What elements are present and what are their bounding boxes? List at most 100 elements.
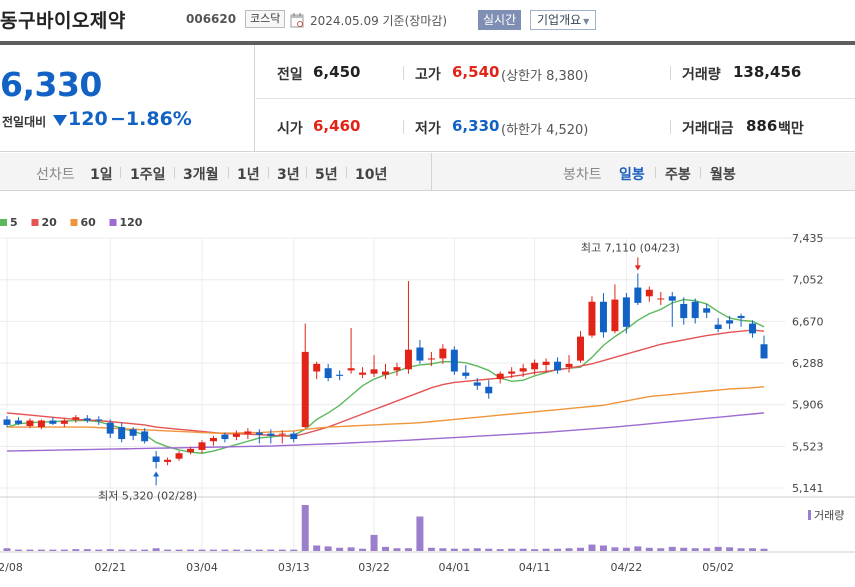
- tab-divider: [268, 167, 269, 178]
- volume-bar: [439, 548, 447, 551]
- chart-tab-bar: 선차트 1일 1주일 3개월 1년 3년 5년 10년 봉차트 일봉 주봉 월봉: [0, 153, 855, 191]
- tab-5y[interactable]: 5년: [315, 167, 338, 183]
- candle-body: [370, 369, 378, 374]
- date-tick-label: 03/13: [278, 561, 310, 574]
- candle-body: [60, 420, 68, 424]
- date-tick-label: 03/04: [186, 561, 218, 574]
- candle-body: [49, 420, 57, 424]
- volume-bar: [49, 549, 57, 551]
- volume-bar: [209, 549, 217, 551]
- tab-divider: [228, 167, 229, 178]
- candle-body: [565, 363, 573, 368]
- summary-separator: [670, 66, 671, 80]
- candle-body: [427, 358, 435, 360]
- volume-bar: [382, 546, 390, 551]
- candle-body: [26, 420, 34, 426]
- volume-bar: [726, 547, 734, 551]
- volume-bar: [187, 549, 195, 551]
- volume-bar: [519, 548, 527, 551]
- candle-body: [209, 437, 217, 442]
- tab-weekly[interactable]: 주봉: [665, 167, 691, 183]
- company-overview-dropdown[interactable]: 기업개요 ▼: [530, 10, 597, 30]
- prev-close-label: 전일: [277, 67, 303, 83]
- volume-bar: [152, 548, 160, 551]
- price-tick-label: 6,288: [792, 357, 824, 370]
- stock-header: 동구바이오제약 006620 코스닥 2024.05.09 기준(장마감) 실시…: [0, 0, 855, 45]
- candle-body: [152, 456, 160, 462]
- candle-body: [313, 363, 321, 372]
- candle-body: [393, 367, 401, 371]
- candle-body: [14, 420, 22, 424]
- current-price-box: 6,330 전일대비 120 −1.86%: [0, 45, 255, 152]
- volume-bar: [72, 549, 80, 551]
- trade-value-unit: 백만: [778, 121, 804, 137]
- current-price: 6,330: [0, 65, 102, 104]
- volume-value: 138,456: [733, 63, 802, 81]
- volume-bar: [244, 549, 252, 551]
- summary-separator: [403, 120, 404, 134]
- date-axis: 02/08 02/21 03/04 03/13 03/22 04/01 04/11 04/22…: [0, 561, 734, 574]
- volume-bars: 거래량: [3, 505, 844, 551]
- tab-monthly[interactable]: 월봉: [710, 167, 736, 183]
- tab-divider: [120, 167, 121, 178]
- tab-10y[interactable]: 10년: [355, 167, 388, 183]
- candle-body: [301, 351, 309, 428]
- company-overview-label: 기업개요: [537, 13, 582, 27]
- tab-1d[interactable]: 1일: [90, 167, 113, 183]
- candle-body: [462, 372, 470, 376]
- volume-bar: [290, 549, 298, 551]
- volume-bar: [749, 548, 757, 551]
- volume-bar: [703, 548, 711, 551]
- volume-bar: [496, 549, 504, 551]
- low-label: 저가: [415, 121, 441, 137]
- open-value: 6,460: [313, 117, 361, 135]
- high-value: 6,540: [452, 63, 500, 81]
- tab-1w[interactable]: 1주일: [130, 167, 166, 183]
- realtime-button[interactable]: 실시간: [478, 10, 522, 30]
- date-tick-label: 02/08: [0, 561, 23, 574]
- candle-body: [554, 361, 562, 371]
- tab-1y[interactable]: 1년: [237, 167, 260, 183]
- volume-bar: [588, 544, 596, 551]
- stock-code: 006620: [186, 12, 237, 26]
- change-label: 전일대비: [2, 115, 47, 129]
- candle-body: [439, 348, 447, 359]
- line-chart-label: 선차트: [36, 167, 75, 183]
- candle-body: [83, 418, 91, 421]
- volume-bar: [531, 549, 539, 551]
- prev-close-value: 6,450: [313, 63, 361, 81]
- candlestick-chart: 5 20 60 120 최고 7,110 (04/23) 최저 5,320 (02/28…: [0, 216, 855, 574]
- volume-bar: [95, 549, 103, 551]
- ma-legend-label: 60: [81, 216, 97, 229]
- volume-bar: [565, 548, 573, 551]
- ma-legend-swatch: [0, 219, 7, 226]
- tab-3m[interactable]: 3개월: [183, 167, 219, 183]
- volume-bar: [129, 549, 137, 551]
- tab-3y[interactable]: 3년: [277, 167, 300, 183]
- volume-bar: [3, 548, 11, 551]
- tab-group-divider: [431, 153, 432, 191]
- volume-bar: [164, 549, 172, 551]
- candle-body: [198, 442, 206, 450]
- max-price-arrowhead: [634, 265, 641, 271]
- tab-daily[interactable]: 일봉: [619, 167, 645, 183]
- volume-bar: [393, 548, 401, 551]
- tab-divider: [655, 167, 656, 178]
- candle-body: [542, 361, 550, 365]
- volume-bar: [634, 546, 642, 551]
- candle-body: [129, 429, 137, 436]
- tab-divider: [174, 167, 175, 178]
- lower-limit: (하한가 4,520): [501, 123, 589, 138]
- volume-bar: [622, 547, 630, 551]
- candle-body: [141, 431, 149, 442]
- candle-body: [680, 303, 688, 319]
- candle-body: [519, 368, 527, 372]
- volume-bar: [611, 547, 619, 551]
- volume-bar: [83, 549, 91, 551]
- volume-bar: [668, 546, 676, 551]
- candle-body: [118, 427, 126, 440]
- candle-body: [290, 433, 298, 440]
- volume-legend-label: 거래량: [814, 509, 844, 522]
- candle-body: [347, 368, 355, 371]
- volume-bar: [26, 549, 34, 551]
